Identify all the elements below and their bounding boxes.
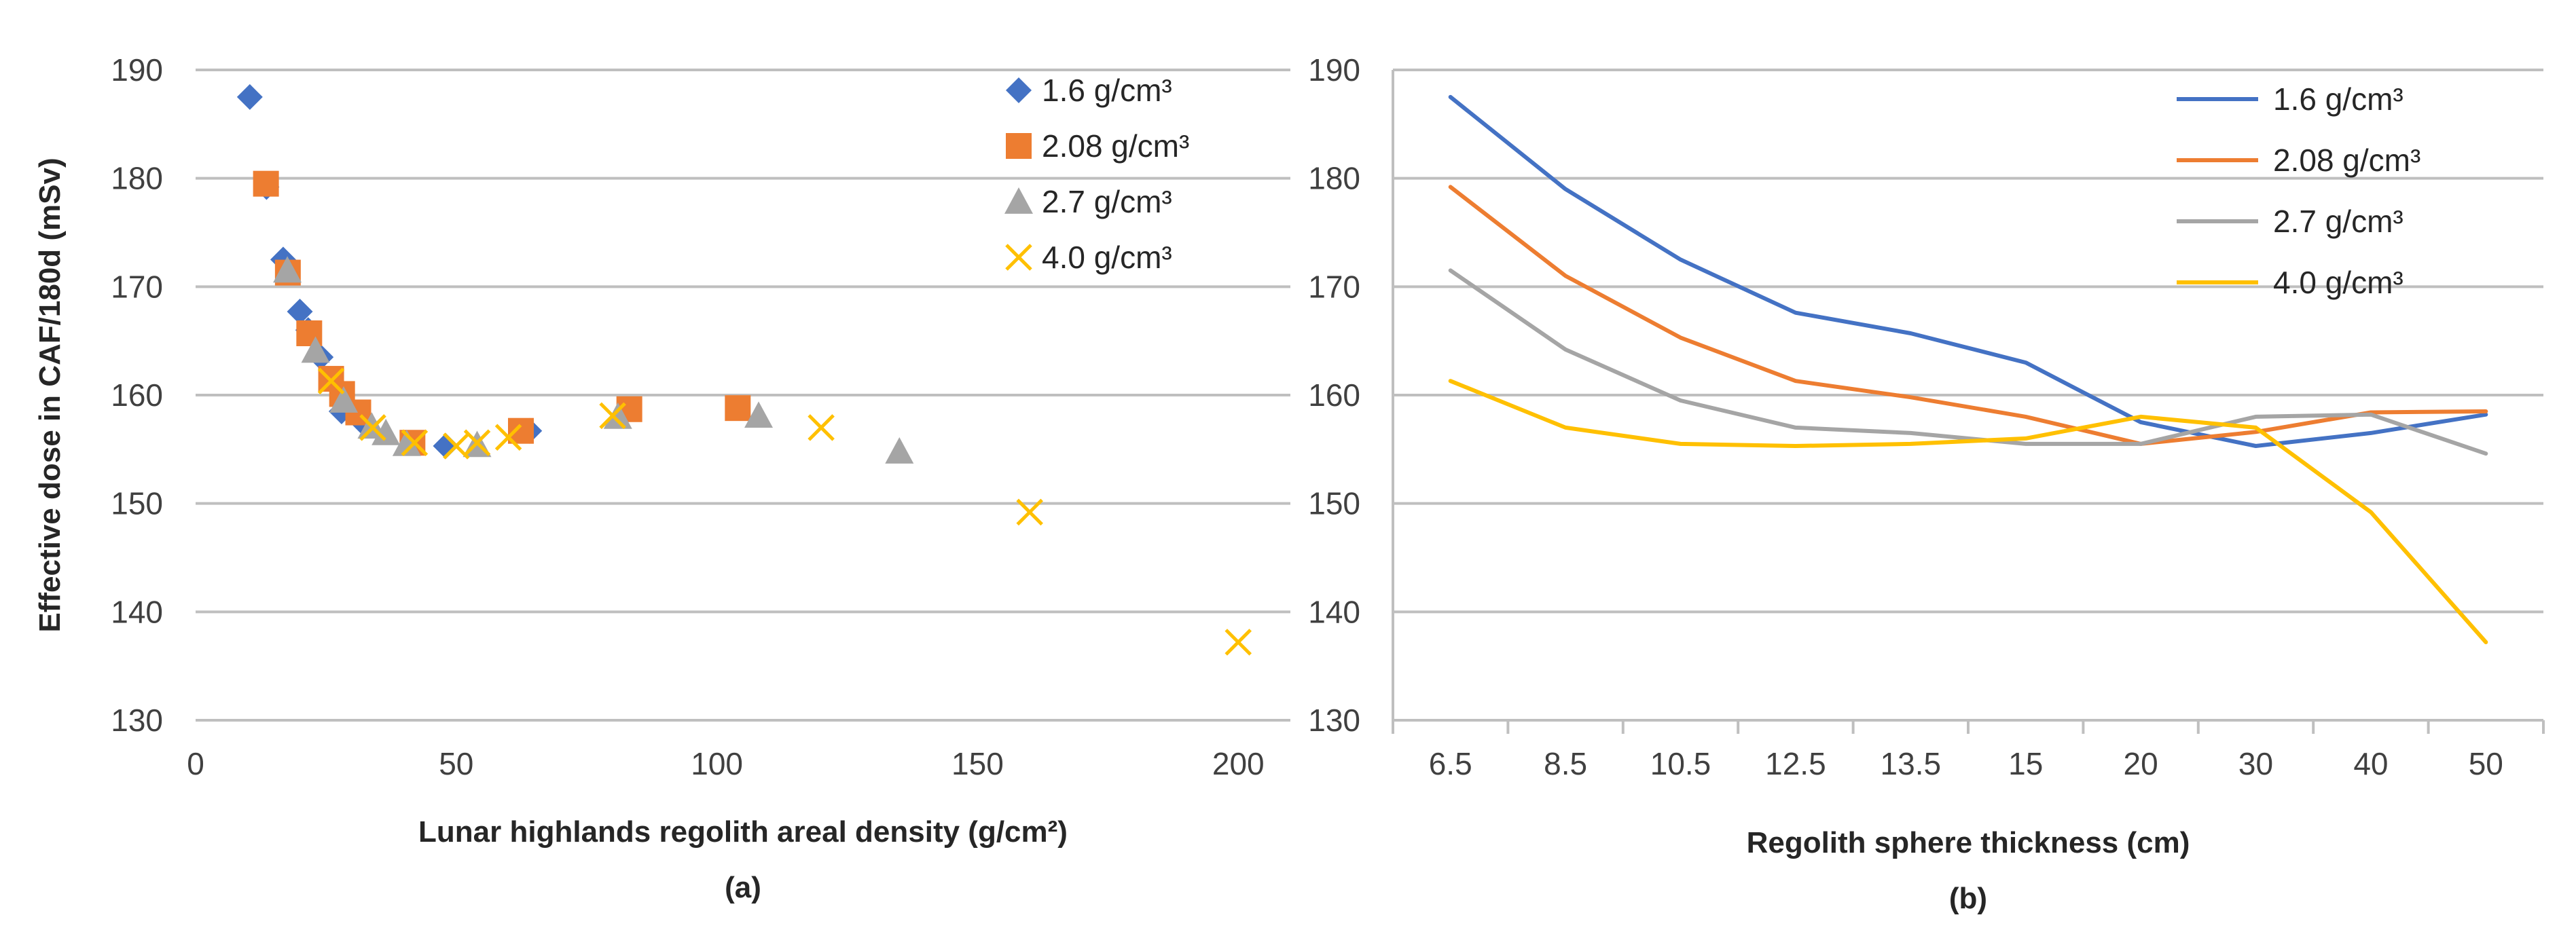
panel-b-x-tick-label: 6.5 xyxy=(1429,746,1472,781)
panel-b-y-tick-label: 180 xyxy=(1308,161,1360,196)
panel-a-legend-label: 4.0 g/cm³ xyxy=(1042,240,1172,275)
panel-a-point-series-4-stroke xyxy=(494,424,522,451)
panel-a-point-series-4-stroke xyxy=(808,414,835,441)
panel-a-legend-swatch xyxy=(1004,187,1033,214)
panel-b-x-tick-label: 10.5 xyxy=(1650,746,1711,781)
panel-a-point-series-3 xyxy=(371,418,401,445)
panel-a-x-tick-label: 200 xyxy=(1212,746,1265,781)
panel-a-y-tick-label: 170 xyxy=(111,269,163,304)
panel-a-point-series-2 xyxy=(253,170,279,197)
panel-a-y-tick-label: 180 xyxy=(111,161,163,196)
panel-a-x-tick-label: 100 xyxy=(691,746,743,781)
panel-b-caption: (b) xyxy=(1949,882,1987,915)
panel-a-legend-swatch xyxy=(1006,77,1032,103)
panel-b-legend-label: 2.7 g/cm³ xyxy=(2273,204,2403,239)
panel-a-point-series-4 xyxy=(401,429,429,457)
panel-a-y-tick-label: 140 xyxy=(111,594,163,629)
panel-a-point-series-4-stroke xyxy=(317,367,345,395)
panel-a-y-tick-label: 150 xyxy=(111,486,163,521)
panel-a-point-series-3 xyxy=(885,437,914,464)
panel-a-point-series-1 xyxy=(236,83,263,110)
panel-a-point-series-4-stroke xyxy=(359,414,386,441)
panel-a-point-series-4-stroke xyxy=(401,429,429,457)
panel-b-y-tick-label: 170 xyxy=(1308,269,1360,304)
chart-panel-b: 130 140 150 160 170 180 190 6.5 8.5 10.5 12.5 13.5 1… xyxy=(1308,52,2545,915)
panel-b-y-tick-label: 140 xyxy=(1308,594,1360,629)
panel-a-point-series-3 xyxy=(744,401,774,428)
panel-b-x-tick-label: 50 xyxy=(2469,746,2503,781)
panel-a-point-series-1 xyxy=(433,433,459,460)
panel-a-point-series-4 xyxy=(1016,498,1043,526)
panel-a-legend-label: 1.6 g/cm³ xyxy=(1042,73,1172,108)
panel-a-x-tick-label: 150 xyxy=(951,746,1004,781)
panel-b-legend-label: 1.6 g/cm³ xyxy=(2273,81,2403,117)
panel-a-point-series-4 xyxy=(808,414,835,441)
panel-a-point-series-4-stroke xyxy=(599,402,626,430)
panel-b-x-tick-label: 30 xyxy=(2238,746,2273,781)
panel-a-x-axis-title: Lunar highlands regolith areal density (… xyxy=(418,815,1068,849)
panel-b-y-tick-label: 150 xyxy=(1308,486,1360,521)
chart-panel-a: 130 140 150 160 170 180 190 0 50 100 150 200 Effecti… xyxy=(33,52,1290,904)
panel-b-legend-label: 2.08 g/cm³ xyxy=(2273,143,2420,178)
panel-a-x-tick-label: 0 xyxy=(187,746,204,781)
panel-a-point-series-4 xyxy=(463,429,491,457)
panel-a-point-series-3 xyxy=(273,256,302,283)
panel-a-point-series-4-stroke xyxy=(1016,498,1043,526)
panel-a-point-series-4 xyxy=(359,414,386,441)
panel-a-point-series-4-stroke xyxy=(1224,629,1252,656)
panel-a-x-tick-label: 50 xyxy=(439,746,473,781)
panel-a-point-series-4-stroke xyxy=(443,432,470,460)
panel-a-legend-swatch xyxy=(1006,133,1032,159)
panel-a-legend-label: 2.7 g/cm³ xyxy=(1042,184,1172,219)
panel-b-x-tick-label: 15 xyxy=(2008,746,2043,781)
panel-b-y-tick-label: 190 xyxy=(1308,52,1360,88)
panel-a-legend-label: 2.08 g/cm³ xyxy=(1042,128,1189,164)
panel-b-y-tick-label: 130 xyxy=(1308,703,1360,738)
panel-b-series-line-1 xyxy=(1448,94,2488,448)
panel-a-point-series-4 xyxy=(599,402,626,430)
panel-b-x-tick-label: 40 xyxy=(2353,746,2388,781)
panel-b-series-line-3 xyxy=(1448,268,2488,456)
panel-a-point-series-3 xyxy=(603,402,632,429)
panel-b-series-line-2 xyxy=(1448,185,2488,446)
panel-a-y-tick-label: 160 xyxy=(111,377,163,413)
panel-a-y-axis-title: Effective dose in CAF/180d (mSv) xyxy=(33,157,67,632)
panel-a-point-series-4 xyxy=(1224,629,1252,656)
panel-a-point-series-4-stroke xyxy=(463,429,491,457)
panel-a-point-series-4 xyxy=(494,424,522,451)
panel-a-point-series-3 xyxy=(329,386,359,413)
panel-b-x-tick-label: 12.5 xyxy=(1765,746,1826,781)
panel-a-point-series-1 xyxy=(287,299,313,325)
panel-a-point-series-4 xyxy=(317,367,345,395)
panel-b-x-tick-label: 13.5 xyxy=(1881,746,1942,781)
panel-b-x-tick-label: 8.5 xyxy=(1544,746,1587,781)
panel-b-series-line-4 xyxy=(1448,379,2488,644)
panel-a-y-tick-label: 130 xyxy=(111,703,163,738)
panel-a-point-series-2 xyxy=(725,395,751,422)
panel-a-point-series-3 xyxy=(301,336,330,363)
panel-b-legend-label: 4.0 g/cm³ xyxy=(2273,265,2403,300)
panel-a-y-tick-label: 190 xyxy=(111,52,163,88)
panel-b-x-axis-title: Regolith sphere thickness (cm) xyxy=(1747,826,2190,859)
panel-b-x-tick-label: 20 xyxy=(2124,746,2158,781)
panel-a-legend-swatch-stroke xyxy=(1005,244,1032,271)
panel-a-legend-swatch xyxy=(1005,244,1032,271)
panel-a-caption: (a) xyxy=(725,871,761,904)
panel-b-y-tick-label: 160 xyxy=(1308,377,1360,413)
panel-a-point-series-3 xyxy=(392,429,421,456)
